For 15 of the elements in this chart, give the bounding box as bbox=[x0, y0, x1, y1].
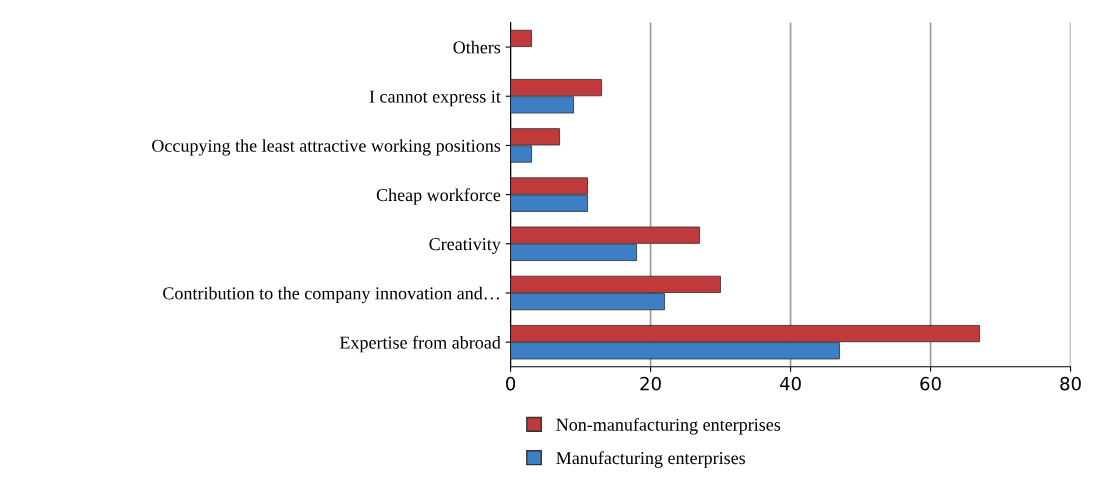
legend-label: Non-manufacturing enterprises bbox=[556, 417, 781, 435]
x-tick-label: 40 bbox=[779, 376, 801, 391]
y-tick-label: Contribution to the company innovation and… bbox=[163, 286, 499, 304]
x-tick-label: 80 bbox=[1060, 376, 1081, 391]
y-tick-label: Creativity bbox=[429, 238, 501, 254]
y-tick-label: Cheap workforce bbox=[376, 188, 501, 205]
legend-label: Manufacturing enterprises bbox=[556, 451, 746, 468]
y-tick-label: Others bbox=[453, 40, 501, 54]
y-tick-label: Expertise from abroad bbox=[339, 335, 501, 353]
y-tick-label: Occupying the least attractive working positions bbox=[152, 139, 501, 156]
y-tick-label: I cannot express it bbox=[369, 90, 501, 107]
bar bbox=[510, 29, 532, 48]
x-tick-label: 0 bbox=[506, 376, 516, 391]
x-tick-label: 60 bbox=[920, 376, 941, 391]
x-tick-label: 20 bbox=[640, 376, 661, 391]
